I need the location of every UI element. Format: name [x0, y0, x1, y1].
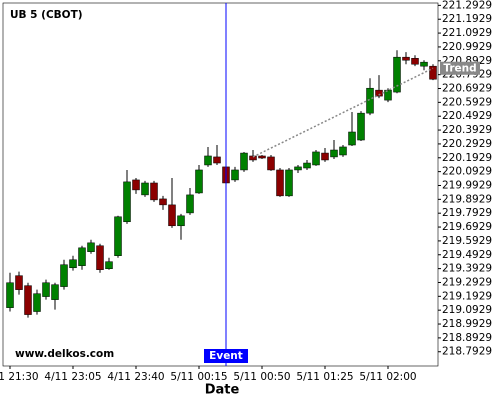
candle-body	[285, 169, 293, 197]
candle-body	[105, 261, 113, 269]
y-tick-label: 219.0929	[442, 304, 492, 316]
candle-body	[96, 245, 104, 270]
candle-body	[276, 169, 284, 197]
candle-body	[33, 293, 41, 312]
x-tick-label: 4/11 23:05	[44, 371, 101, 383]
candle-body	[6, 282, 14, 308]
trend-label: Trend	[443, 62, 476, 74]
y-tick-label: 219.1929	[442, 290, 492, 302]
y-tick-label: 219.8929	[442, 193, 492, 205]
y-tick-label: 221.1929	[442, 13, 492, 25]
y-tick-label: 221.0929	[442, 27, 492, 39]
candle-body	[141, 182, 149, 196]
y-tick-label: 219.5929	[442, 235, 492, 247]
x-tick-label: 4/11 23:40	[107, 371, 164, 383]
plot-area	[2, 2, 439, 367]
candle-body	[60, 264, 68, 287]
candle-body	[132, 179, 140, 191]
y-tick-label: 218.8929	[442, 332, 492, 344]
candle-body	[213, 156, 221, 164]
watermark: www.delkos.com	[15, 348, 114, 360]
candle-body	[312, 151, 320, 166]
candle-body	[231, 169, 239, 181]
candle-body	[24, 285, 32, 315]
candle-body	[177, 215, 185, 227]
candle-body	[294, 166, 302, 171]
candle-body	[339, 146, 347, 156]
y-tick-label: 219.9929	[442, 179, 492, 191]
candle-body	[258, 155, 266, 159]
candle-body	[168, 204, 176, 227]
candle-body	[429, 65, 437, 80]
candle-body	[330, 149, 338, 158]
event-label-box	[204, 349, 248, 363]
candle-body	[204, 155, 212, 166]
y-tick-label: 219.6929	[442, 221, 492, 233]
y-tick-label: 218.9929	[442, 318, 492, 330]
candle-body	[42, 282, 50, 297]
candle-body	[15, 275, 23, 290]
candle-body	[195, 169, 203, 194]
candle-body	[303, 162, 311, 169]
y-tick-label: 220.0929	[442, 166, 492, 178]
candle-body	[267, 156, 275, 171]
candle-body	[78, 247, 86, 266]
candle-body	[150, 182, 158, 201]
x-tick-label: 5/11 00:50	[233, 371, 290, 383]
candle-body	[87, 242, 95, 252]
event-label: Event	[209, 350, 243, 362]
candle-body	[186, 194, 194, 214]
y-tick-label: 219.7929	[442, 207, 492, 219]
y-tick-label: 220.5929	[442, 96, 492, 108]
candle-body	[123, 181, 131, 223]
candle-body	[240, 152, 248, 171]
x-tick-label: 5/11 02:00	[359, 371, 416, 383]
x-tick-label: 5/11 01:25	[296, 371, 353, 383]
candle-body	[411, 58, 419, 65]
y-tick-label: 219.4929	[442, 249, 492, 261]
candle-body	[384, 89, 392, 101]
y-tick-label: 218.7929	[442, 346, 492, 358]
y-tick-label: 221.2929	[442, 0, 492, 11]
candle-body	[348, 131, 356, 146]
candle-body	[159, 198, 167, 206]
y-tick-label: 219.2929	[442, 276, 492, 288]
candle-body	[420, 61, 428, 67]
candle-body	[357, 112, 365, 141]
candle-body	[366, 87, 374, 114]
candle-body	[393, 56, 401, 93]
trend-label-box	[440, 61, 480, 75]
candle-body	[69, 259, 77, 269]
trend-line	[252, 67, 434, 158]
y-tick-label: 220.4929	[442, 110, 492, 122]
candle-body	[402, 56, 410, 61]
y-tick-label: 220.9929	[442, 41, 492, 53]
x-tick-label: 4/11 21:30	[0, 371, 39, 383]
y-tick-label: 220.2929	[442, 138, 492, 150]
candle-body	[321, 152, 329, 161]
y-tick-label: 220.1929	[442, 152, 492, 164]
x-axis-title: Date	[205, 383, 240, 398]
y-tick-label: 220.3929	[442, 124, 492, 136]
candle-body	[249, 155, 257, 161]
chart-title: UB 5 (CBOT)	[10, 9, 83, 21]
candle-body	[51, 284, 59, 300]
candle-body	[114, 216, 122, 256]
x-tick-label: 5/11 00:15	[170, 371, 227, 383]
y-tick-label: 220.6929	[442, 82, 492, 94]
y-tick-label: 219.3929	[442, 263, 492, 275]
